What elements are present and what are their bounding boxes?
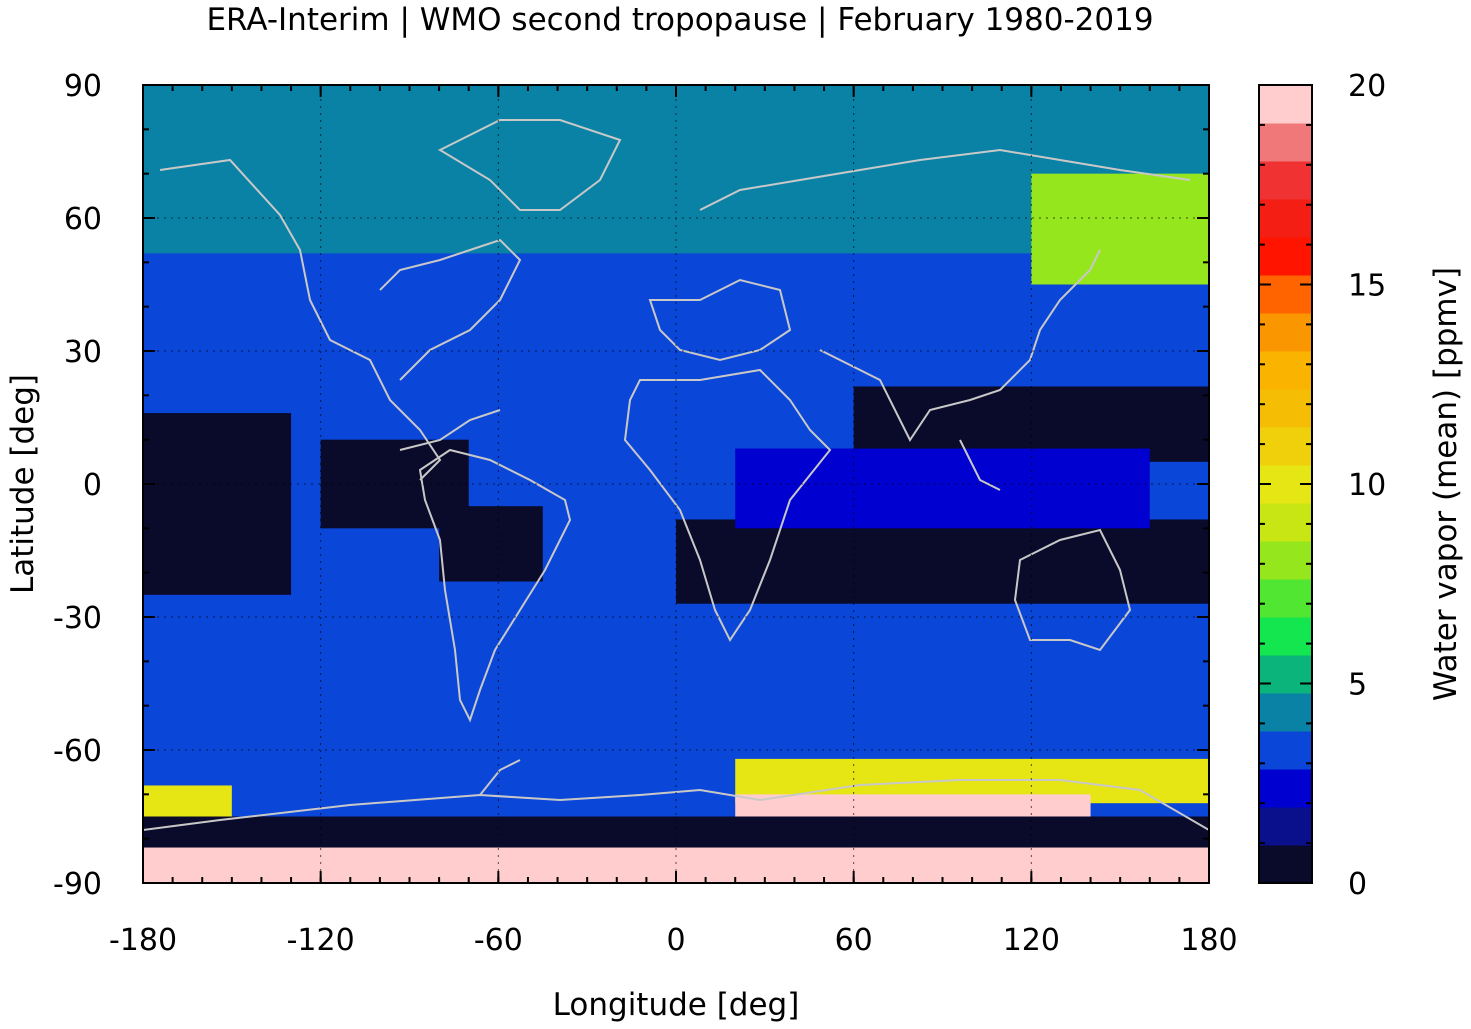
colorbar-swatch: [1259, 503, 1312, 542]
heatmap-region-tropical-pacific-west: [143, 413, 292, 595]
x-tick-label: 120: [1003, 923, 1060, 958]
y-tick-label: -60: [53, 734, 102, 769]
coastlines: [143, 119, 1209, 831]
x-tick-label: 0: [666, 923, 685, 958]
y-tick-label: 90: [64, 69, 102, 104]
colorbar-swatch: [1259, 199, 1312, 238]
y-tick-label: 0: [83, 468, 102, 503]
colorbar-swatch: [1259, 731, 1312, 770]
y-tick-label: -30: [53, 601, 102, 636]
colorbar-tick-label: 0: [1348, 867, 1367, 902]
colorbar-tick-label: 5: [1348, 668, 1367, 703]
colorbar-swatch: [1259, 845, 1312, 884]
heatmap-region-east-siberia-jet: [1031, 173, 1209, 285]
colorbar-swatch: [1259, 579, 1312, 618]
x-tick-labels: -180 -120 -60 0 60 120 180: [109, 923, 1238, 958]
y-tick-label: 60: [64, 202, 102, 237]
colorbar-title: Water vapor (mean) [ppmv]: [1428, 267, 1464, 701]
axis-ticks: [142, 84, 1210, 884]
colorbar-swatch: [1259, 617, 1312, 656]
colorbar-swatch: [1259, 541, 1312, 580]
y-axis-title: Latitude [deg]: [5, 374, 41, 594]
colorbar-swatch: [1259, 275, 1312, 314]
colorbar: 0 5 10 15 20 Water vapor (mean) [ppmv]: [1258, 69, 1464, 902]
y-tick-label: 30: [64, 335, 102, 370]
x-tick-label: -60: [474, 923, 523, 958]
colorbar-swatch: [1259, 85, 1312, 124]
colorbar-swatch: [1259, 161, 1312, 200]
x-tick-label: 180: [1180, 923, 1237, 958]
plot-area: [142, 84, 1210, 884]
colorbar-tick-label: 20: [1348, 69, 1386, 104]
colorbar-swatch: [1259, 313, 1312, 352]
colorbar-swatch: [1259, 769, 1312, 808]
x-tick-label: 60: [835, 923, 873, 958]
colorbar-swatch: [1259, 237, 1312, 276]
colorbar-tick-label: 10: [1348, 468, 1386, 503]
x-tick-label: -120: [287, 923, 355, 958]
colorbar-swatch: [1259, 389, 1312, 428]
colorbar-swatch: [1259, 351, 1312, 390]
colorbar-tick-label: 15: [1348, 269, 1386, 304]
y-tick-labels: -90 -60 -30 0 30 60 90: [53, 69, 102, 902]
y-tick-label: -90: [53, 867, 102, 902]
colorbar-swatch: [1259, 655, 1312, 694]
x-tick-label: -180: [109, 923, 177, 958]
grid-lines: [143, 85, 1209, 883]
colorbar-swatch: [1259, 807, 1312, 846]
heatmap-region-maritime-continent: [735, 448, 1150, 529]
heatmap-region-south-america-tropics: [439, 506, 543, 582]
colorbar-swatch: [1259, 123, 1312, 162]
heatmap-region-ross-sea-region: [143, 785, 232, 817]
colorbar-swatch: [1259, 693, 1312, 732]
chart-title: ERA-Interim | WMO second tropopause | Fe…: [206, 2, 1154, 38]
colorbar-swatch: [1259, 427, 1312, 466]
heatmap-region-southern-africa-indian-ocean: [676, 519, 1209, 604]
x-axis-title: Longitude [deg]: [553, 987, 800, 1023]
